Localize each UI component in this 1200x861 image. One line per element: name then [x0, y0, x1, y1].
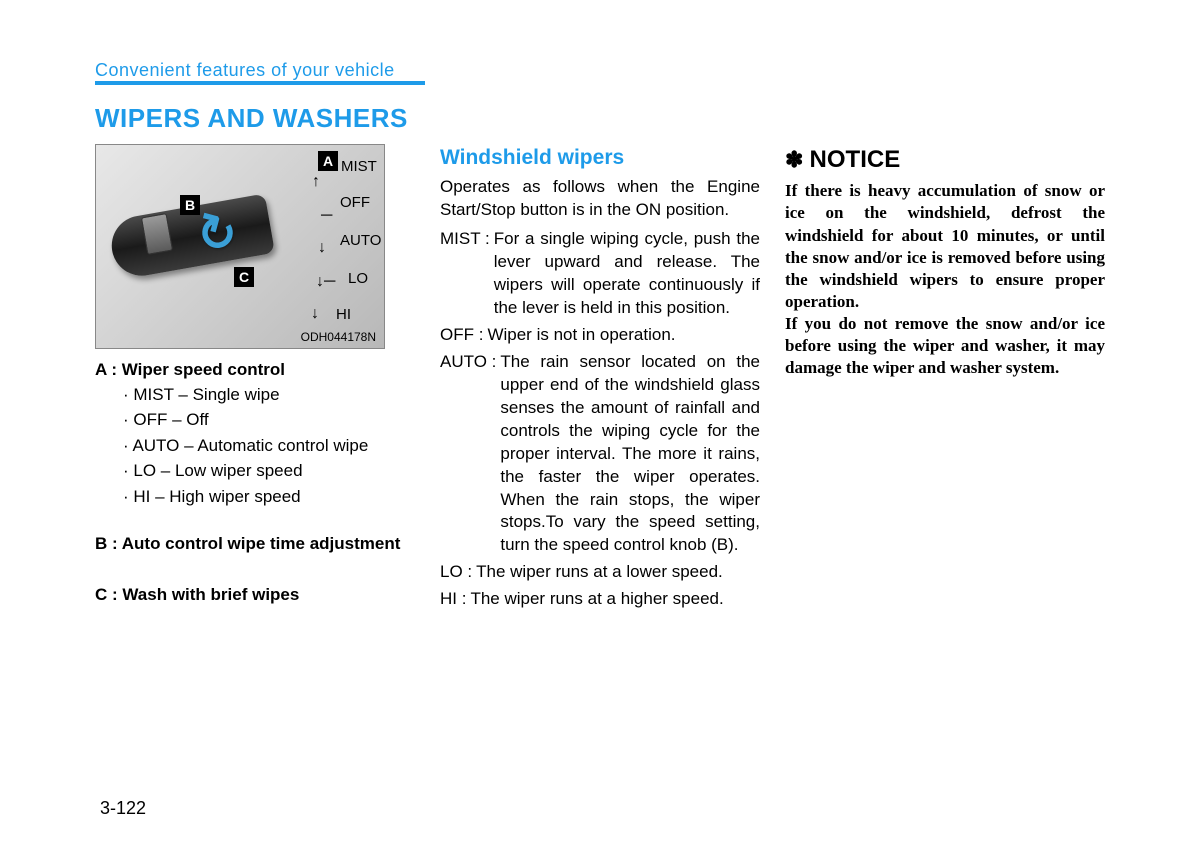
- notice-title-text: NOTICE: [810, 146, 901, 173]
- chapter-header: Convenient features of your vehicle: [95, 60, 1105, 85]
- notice-paragraph-1: If there is heavy accumulation of snow o…: [785, 180, 1105, 313]
- arrow-down-2-icon: ↓─: [316, 271, 335, 293]
- def-desc: The wiper runs at a higher speed.: [470, 588, 760, 611]
- windshield-subtitle: Windshield wipers: [440, 144, 760, 172]
- def-lo: LO : The wiper runs at a lower speed.: [440, 561, 760, 584]
- legend-b-title: B : Auto control wipe time adjustment: [121, 533, 415, 556]
- def-term: LO :: [440, 561, 476, 584]
- def-auto: AUTO : The rain sensor located on the up…: [440, 351, 760, 557]
- page-number: 3-122: [100, 798, 146, 819]
- arrow-up-icon: ↑: [312, 171, 320, 193]
- arrow-dot-icon: ─: [321, 205, 332, 227]
- def-term: HI :: [440, 588, 470, 611]
- legend-a-item: · LO – Low wiper speed: [123, 458, 415, 484]
- def-hi: HI : The wiper runs at a higher speed.: [440, 588, 760, 611]
- diagram-code: ODH044178N: [301, 329, 376, 345]
- def-term: AUTO :: [440, 351, 500, 557]
- notice-heading: ✽ NOTICE: [785, 144, 1105, 176]
- pos-lo: LO: [348, 269, 368, 289]
- def-off: OFF : Wiper is not in operation.: [440, 324, 760, 347]
- legend-a-item: · HI – High wiper speed: [123, 484, 415, 510]
- callout-b: B: [180, 195, 200, 215]
- windshield-intro: Operates as follows when the Engine Star…: [440, 176, 760, 222]
- pos-mist: MIST: [341, 157, 377, 177]
- header-underline: [95, 81, 425, 85]
- pos-hi: HI: [336, 305, 351, 325]
- column-right: ✽ NOTICE If there is heavy accumulation …: [785, 144, 1105, 615]
- content-columns: ↻ A B C MIST OFF AUTO LO HI ↑ ─ ↓ ↓─ ↓ O…: [95, 144, 1105, 615]
- arrow-down-1-icon: ↓: [318, 237, 326, 259]
- notice-paragraph-2: If you do not remove the snow and/or ice…: [785, 313, 1105, 379]
- legend-a-item: · AUTO – Automatic control wipe: [123, 433, 415, 459]
- legend-a-item: · OFF – Off: [123, 407, 415, 433]
- legend-c-title: C : Wash with brief wipes: [95, 584, 415, 607]
- def-desc: Wiper is not in operation.: [487, 324, 760, 347]
- section-title: WIPERS AND WASHERS: [95, 103, 1105, 134]
- def-desc: The wiper runs at a lower speed.: [476, 561, 760, 584]
- legend-a-item: · MIST – Single wipe: [123, 382, 415, 408]
- def-mist: MIST : For a single wiping cycle, push t…: [440, 228, 760, 320]
- def-desc: The rain sensor located on the upper end…: [500, 351, 760, 557]
- def-term: MIST :: [440, 228, 494, 320]
- notice-star-icon: ✽: [785, 147, 810, 172]
- pos-auto: AUTO: [340, 231, 381, 251]
- arrow-down-3-icon: ↓: [311, 303, 319, 325]
- pos-off: OFF: [340, 193, 370, 213]
- column-left: ↻ A B C MIST OFF AUTO LO HI ↑ ─ ↓ ↓─ ↓ O…: [95, 144, 415, 615]
- callout-a: A: [318, 151, 338, 171]
- def-desc: For a single wiping cycle, push the leve…: [494, 228, 760, 320]
- wiper-stalk-diagram: ↻ A B C MIST OFF AUTO LO HI ↑ ─ ↓ ↓─ ↓ O…: [95, 144, 385, 349]
- def-term: OFF :: [440, 324, 487, 347]
- chapter-title: Convenient features of your vehicle: [95, 60, 1105, 81]
- legend-a-title: A : Wiper speed control: [95, 359, 415, 382]
- column-middle: Windshield wipers Operates as follows wh…: [440, 144, 760, 615]
- callout-c: C: [234, 267, 254, 287]
